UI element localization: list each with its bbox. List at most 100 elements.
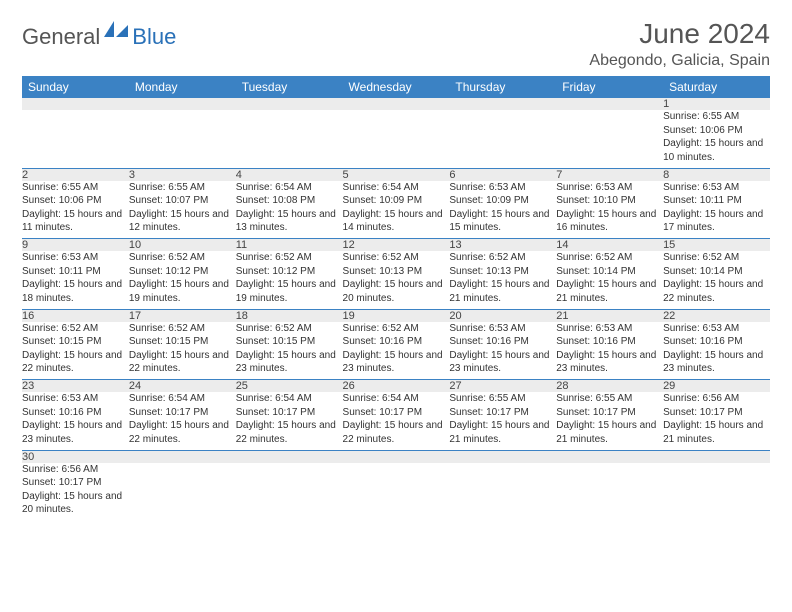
sunset-line: Sunset: 10:16 PM [449,335,556,349]
sunrise-line: Sunrise: 6:52 AM [129,322,236,336]
sunset-line: Sunset: 10:15 PM [129,335,236,349]
day-header: Friday [556,76,663,98]
day-number-cell: 8 [663,168,770,181]
daylight-line: Daylight: 15 hours and 23 minutes. [236,349,343,376]
day-detail-cell [129,463,236,521]
sunset-line: Sunset: 10:13 PM [343,265,450,279]
day-detail-cell: Sunrise: 6:54 AMSunset: 10:17 PMDaylight… [236,392,343,450]
daylight-line: Daylight: 15 hours and 20 minutes. [343,278,450,305]
day-detail-cell [22,110,129,168]
day-number-cell: 5 [343,168,450,181]
day-detail-cell: Sunrise: 6:52 AMSunset: 10:12 PMDaylight… [129,251,236,309]
sunset-line: Sunset: 10:08 PM [236,194,343,208]
sunrise-line: Sunrise: 6:55 AM [556,392,663,406]
day-detail-cell [236,110,343,168]
day-number-cell: 15 [663,239,770,252]
logo-text-general: General [22,24,100,50]
day-detail-cell: Sunrise: 6:52 AMSunset: 10:15 PMDaylight… [22,322,129,380]
day-number-cell: 16 [22,309,129,322]
day-detail-cell: Sunrise: 6:52 AMSunset: 10:16 PMDaylight… [343,322,450,380]
day-number-cell [343,450,450,463]
daylight-line: Daylight: 15 hours and 15 minutes. [449,208,556,235]
day-number-cell: 25 [236,380,343,393]
daylight-line: Daylight: 15 hours and 21 minutes. [449,419,556,446]
daylight-line: Daylight: 15 hours and 22 minutes. [22,349,129,376]
sunrise-line: Sunrise: 6:53 AM [22,392,129,406]
daylight-line: Daylight: 15 hours and 13 minutes. [236,208,343,235]
sunset-line: Sunset: 10:12 PM [236,265,343,279]
sunrise-line: Sunrise: 6:53 AM [663,181,770,195]
daylight-line: Daylight: 15 hours and 21 minutes. [663,419,770,446]
daylight-line: Daylight: 15 hours and 22 minutes. [343,419,450,446]
day-detail-cell: Sunrise: 6:55 AMSunset: 10:06 PMDaylight… [22,181,129,239]
sunset-line: Sunset: 10:14 PM [556,265,663,279]
day-detail-cell [236,463,343,521]
daylight-line: Daylight: 15 hours and 22 minutes. [129,349,236,376]
sunset-line: Sunset: 10:15 PM [22,335,129,349]
daylight-line: Daylight: 15 hours and 10 minutes. [663,137,770,164]
day-number-row: 30 [22,450,770,463]
daylight-line: Daylight: 15 hours and 17 minutes. [663,208,770,235]
day-detail-cell [449,463,556,521]
sunset-line: Sunset: 10:11 PM [22,265,129,279]
daylight-line: Daylight: 15 hours and 22 minutes. [236,419,343,446]
sunrise-line: Sunrise: 6:52 AM [236,322,343,336]
logo-text-blue: Blue [132,24,176,50]
sunset-line: Sunset: 10:09 PM [343,194,450,208]
sunrise-line: Sunrise: 6:54 AM [129,392,236,406]
day-detail-cell: Sunrise: 6:54 AMSunset: 10:17 PMDaylight… [343,392,450,450]
sunset-line: Sunset: 10:17 PM [663,406,770,420]
sunset-line: Sunset: 10:17 PM [236,406,343,420]
day-number-cell [236,450,343,463]
sunset-line: Sunset: 10:10 PM [556,194,663,208]
day-detail-cell: Sunrise: 6:53 AMSunset: 10:11 PMDaylight… [22,251,129,309]
sunrise-line: Sunrise: 6:52 AM [343,322,450,336]
day-number-cell: 6 [449,168,556,181]
day-detail-cell: Sunrise: 6:52 AMSunset: 10:15 PMDaylight… [236,322,343,380]
sunset-line: Sunset: 10:06 PM [663,124,770,138]
day-detail-cell: Sunrise: 6:55 AMSunset: 10:06 PMDaylight… [663,110,770,168]
day-number-cell: 27 [449,380,556,393]
day-number-cell [343,98,450,110]
daylight-line: Daylight: 15 hours and 21 minutes. [556,278,663,305]
day-number-cell [663,450,770,463]
day-detail-cell: Sunrise: 6:55 AMSunset: 10:17 PMDaylight… [449,392,556,450]
day-detail-row: Sunrise: 6:55 AMSunset: 10:06 PM Daylight… [22,181,770,239]
sunrise-line: Sunrise: 6:55 AM [449,392,556,406]
sunrise-line: Sunrise: 6:55 AM [129,181,236,195]
day-detail-cell: Sunrise: 6:56 AMSunset: 10:17 PMDaylight… [663,392,770,450]
sunset-line: Sunset: 10:07 PM [129,194,236,208]
day-number-cell: 13 [449,239,556,252]
day-number-cell [22,98,129,110]
day-number-cell [236,98,343,110]
sunrise-line: Sunrise: 6:53 AM [556,181,663,195]
day-number-cell: 4 [236,168,343,181]
sunrise-line: Sunrise: 6:52 AM [343,251,450,265]
day-detail-cell [129,110,236,168]
day-header: Tuesday [236,76,343,98]
sunrise-line: Sunrise: 6:52 AM [663,251,770,265]
daylight-line: Daylight: 15 hours and 19 minutes. [236,278,343,305]
day-number-cell: 29 [663,380,770,393]
sunrise-line: Sunrise: 6:53 AM [663,322,770,336]
daylight-line: Daylight: 15 hours and 23 minutes. [449,349,556,376]
day-detail-cell: Sunrise: 6:53 AMSunset: 10:16 PMDaylight… [556,322,663,380]
day-detail-cell [449,110,556,168]
sunset-line: Sunset: 10:06 PM [22,194,129,208]
sunset-line: Sunset: 10:16 PM [556,335,663,349]
day-number-cell [449,98,556,110]
day-number-cell: 23 [22,380,129,393]
day-header: Sunday [22,76,129,98]
sunset-line: Sunset: 10:09 PM [449,194,556,208]
day-header: Thursday [449,76,556,98]
day-detail-cell: Sunrise: 6:53 AMSunset: 10:16 PMDaylight… [449,322,556,380]
sunrise-line: Sunrise: 6:55 AM [22,181,129,195]
day-number-cell: 17 [129,309,236,322]
day-detail-row: Sunrise: 6:53 AMSunset: 10:11 PMDaylight… [22,251,770,309]
daylight-line: Daylight: 15 hours and 21 minutes. [449,278,556,305]
calendar-table: Sunday Monday Tuesday Wednesday Thursday… [22,76,770,521]
sunset-line: Sunset: 10:16 PM [343,335,450,349]
day-detail-cell: Sunrise: 6:52 AMSunset: 10:14 PMDaylight… [556,251,663,309]
sail-icon [102,19,130,44]
day-number-row: 2345678 [22,168,770,181]
